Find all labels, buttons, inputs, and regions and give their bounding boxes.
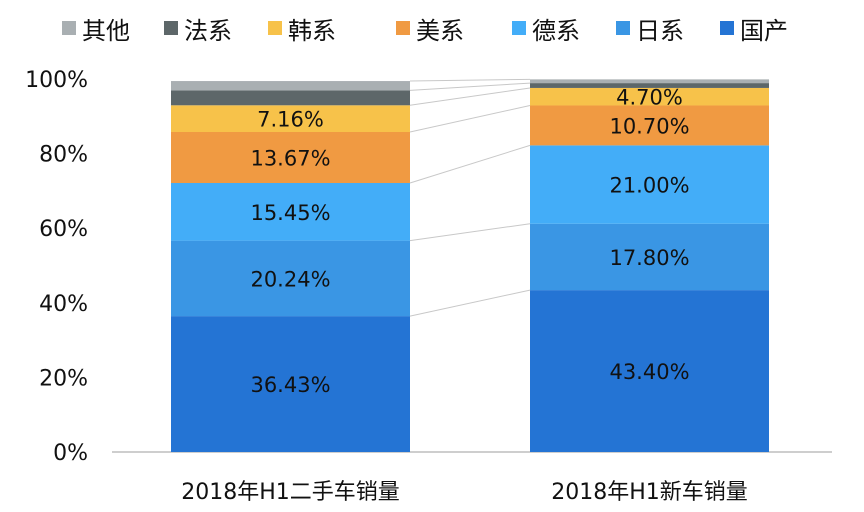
bar-segment (171, 81, 410, 91)
bar-segment (530, 83, 769, 88)
legend-swatch (616, 21, 630, 35)
legend-label: 法系 (184, 16, 232, 45)
legend-item: 其他 (62, 10, 130, 46)
data-label: 13.67% (250, 146, 330, 170)
data-label: 15.45% (250, 201, 330, 225)
connector-line (409, 78, 531, 82)
x-tick-label: 2018年H1二手车销量 (181, 480, 400, 505)
legend-swatch (720, 21, 734, 35)
bar-segment (171, 316, 410, 452)
legend-swatch (512, 21, 526, 35)
y-tick-label: 0% (53, 441, 88, 466)
legend-label: 德系 (532, 16, 580, 45)
legend-item: 日系 (616, 10, 684, 46)
y-tick-label: 100% (25, 68, 88, 93)
y-tick-label: 40% (39, 292, 88, 317)
bar-segment (530, 105, 769, 146)
legend-label: 美系 (416, 16, 464, 45)
bar-segment (171, 132, 410, 183)
legend-label: 韩系 (288, 16, 336, 45)
legend-label: 国产 (740, 16, 788, 45)
data-label: 36.43% (250, 373, 330, 397)
legend-swatch (268, 21, 282, 35)
legend-swatch (164, 21, 178, 35)
connector-line (409, 87, 531, 106)
data-label: 7.16% (257, 108, 324, 132)
data-label: 43.40% (609, 360, 689, 384)
data-label: 21.00% (609, 174, 689, 198)
legend-swatch (396, 21, 410, 35)
bar-segment (171, 90, 410, 106)
connector-line (409, 144, 531, 184)
connector-line (409, 104, 531, 133)
legend-item: 德系 (512, 10, 580, 46)
bar-segment (530, 223, 769, 291)
legend-swatch (62, 21, 76, 35)
bar-segment (530, 87, 769, 106)
data-label: 10.70% (609, 114, 689, 138)
legend-item: 法系 (164, 10, 232, 46)
bar-segment (530, 290, 769, 452)
data-label: 4.70% (616, 86, 683, 110)
legend-item: 美系 (396, 10, 464, 46)
connector-line (409, 223, 531, 242)
legend-item: 韩系 (268, 10, 336, 46)
data-label: 17.80% (609, 246, 689, 270)
legend: 其他 法系 韩系 美系 德系 日系 国产 (0, 10, 864, 46)
y-tick-label: 20% (39, 366, 88, 391)
bar-segment (530, 145, 769, 224)
bar-segment (171, 240, 410, 317)
y-tick-label: 80% (39, 143, 88, 168)
legend-label: 其他 (82, 16, 130, 45)
x-tick-label: 2018年H1新车销量 (551, 480, 748, 505)
bar-segment (171, 105, 410, 133)
data-label: 20.24% (250, 267, 330, 291)
y-tick-label: 60% (39, 217, 88, 242)
legend-label: 日系 (636, 16, 684, 45)
bar-segment (171, 182, 410, 241)
legend-item: 国产 (720, 10, 788, 46)
connector-line (409, 82, 531, 91)
connector-line (409, 289, 531, 317)
bar-segment (530, 79, 769, 84)
